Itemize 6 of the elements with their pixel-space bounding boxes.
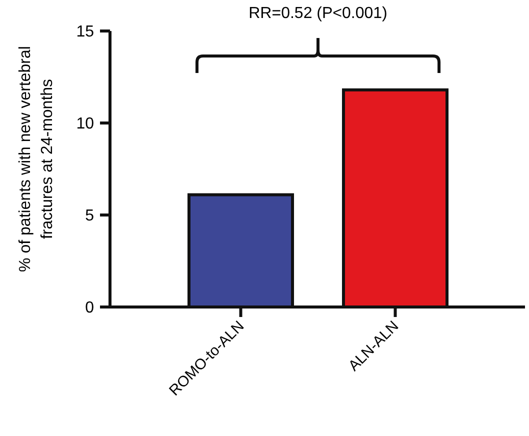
y-tick-label: 5 [85, 208, 94, 225]
y-tick-label: 15 [76, 24, 94, 41]
y-tick-label: 0 [85, 300, 94, 317]
y-axis-title: % of patients with new vertebral fractures at 24-months [17, 46, 56, 272]
text: RR=0.52 (P<0.001) [248, 5, 388, 22]
y-tick-label: 10 [76, 116, 94, 133]
